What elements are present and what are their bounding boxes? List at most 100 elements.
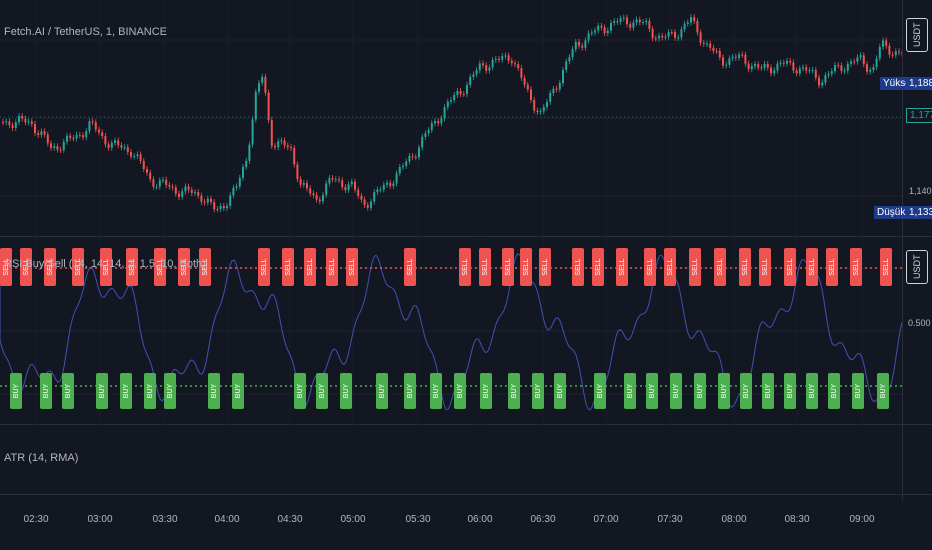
buy-signal[interactable]: BUY (694, 373, 706, 409)
buy-signal[interactable]: BUY (532, 373, 544, 409)
sell-signal[interactable]: SELL (592, 248, 604, 286)
atr-title[interactable]: ATR (14, RMA) (4, 452, 79, 464)
buy-signal[interactable]: BUY (762, 373, 774, 409)
buy-signal[interactable]: BUY (10, 373, 22, 409)
sell-signal[interactable]: SELL (404, 248, 416, 286)
buy-signal[interactable]: BUY (232, 373, 244, 409)
svg-text:BUY: BUY (483, 383, 490, 398)
high-value: 1,188 (906, 77, 932, 90)
rsi-indicator-chart[interactable]: SELL SELL SELL SELL SELL SELL SELL SELL SELL SELL… (0, 237, 902, 425)
sell-signal[interactable]: SELL (258, 248, 270, 286)
sell-signal[interactable]: SELL (826, 248, 838, 286)
buy-signal[interactable]: BUY (62, 373, 74, 409)
buy-signal[interactable]: BUY (454, 373, 466, 409)
svg-text:BUY: BUY (649, 383, 656, 398)
svg-text:BUY: BUY (167, 383, 174, 398)
buy-signal[interactable]: BUY (828, 373, 840, 409)
buy-signal[interactable]: BUY (480, 373, 492, 409)
buy-signal[interactable]: BUY (670, 373, 682, 409)
svg-text:BUY: BUY (407, 383, 414, 398)
sell-signal[interactable]: SELL (714, 248, 726, 286)
pane-separator-1[interactable] (0, 236, 932, 237)
sell-signal[interactable]: SELL (178, 248, 190, 286)
sell-signal[interactable]: SELL (326, 248, 338, 286)
sell-signal[interactable]: SELL (304, 248, 316, 286)
sell-signal[interactable]: SELL (44, 248, 56, 286)
sell-signal[interactable]: SELL (689, 248, 701, 286)
svg-text:SELL: SELL (349, 258, 356, 275)
sell-signal[interactable]: SELL (154, 248, 166, 286)
buy-signal[interactable]: BUY (164, 373, 176, 409)
svg-text:SELL: SELL (103, 258, 110, 275)
price-chart[interactable] (0, 0, 902, 236)
sell-signal[interactable]: SELL (346, 248, 358, 286)
sell-signal[interactable]: SELL (880, 248, 892, 286)
svg-text:BUY: BUY (511, 383, 518, 398)
indicator-title[interactable]: RSI Buy/Sell (14, 14, 14, 2, 1.5, 10, Bo… (4, 258, 206, 270)
indicator-tick-0500: 0.500 (908, 318, 931, 328)
buy-signal[interactable]: BUY (430, 373, 442, 409)
buy-signal[interactable]: BUY (806, 373, 818, 409)
currency-button[interactable]: USDT (906, 18, 928, 52)
buy-signal[interactable]: BUY (120, 373, 132, 409)
sell-signal[interactable]: SELL (282, 248, 294, 286)
sell-signal[interactable]: SELL (739, 248, 751, 286)
buy-signal[interactable]: BUY (718, 373, 730, 409)
buy-signal[interactable]: BUY (852, 373, 864, 409)
sell-signal[interactable]: SELL (199, 248, 211, 286)
svg-text:BUY: BUY (597, 383, 604, 398)
buy-signal[interactable]: BUY (376, 373, 388, 409)
sell-signal[interactable]: SELL (616, 248, 628, 286)
sell-signal[interactable]: SELL (850, 248, 862, 286)
svg-text:BUY: BUY (99, 383, 106, 398)
buy-signal[interactable]: BUY (96, 373, 108, 409)
sell-signal[interactable]: SELL (664, 248, 676, 286)
svg-text:BUY: BUY (43, 383, 50, 398)
sell-signal[interactable]: SELL (572, 248, 584, 286)
svg-text:BUY: BUY (855, 383, 862, 398)
svg-text:SELL: SELL (329, 258, 336, 275)
time-axis-label: 03:00 (87, 514, 113, 525)
buy-signal[interactable]: BUY (624, 373, 636, 409)
buy-signal[interactable]: BUY (144, 373, 156, 409)
buy-signal[interactable]: BUY (404, 373, 416, 409)
buy-signal[interactable]: BUY (294, 373, 306, 409)
time-axis[interactable]: 02:30 03:00 03:30 04:00 04:30 05:00 05:30 06:00… (0, 495, 902, 550)
svg-text:SELL: SELL (809, 258, 816, 275)
sell-signal[interactable]: SELL (126, 248, 138, 286)
pane-separator-3 (0, 494, 932, 495)
sell-signal[interactable]: SELL (806, 248, 818, 286)
buy-signal[interactable]: BUY (877, 373, 889, 409)
svg-text:BUY: BUY (831, 383, 838, 398)
sell-signal[interactable]: SELL (539, 248, 551, 286)
sell-signal[interactable]: SELL (644, 248, 656, 286)
svg-text:SELL: SELL (75, 258, 82, 275)
buy-signal[interactable]: BUY (508, 373, 520, 409)
sell-signal[interactable]: SELL (0, 248, 12, 286)
sell-signal[interactable]: SELL (20, 248, 32, 286)
sell-signal[interactable]: SELL (72, 248, 84, 286)
sell-signal[interactable]: SELL (520, 248, 532, 286)
buy-signal[interactable]: BUY (784, 373, 796, 409)
sell-signal[interactable]: SELL (459, 248, 471, 286)
indicator-currency-button[interactable]: USDT (906, 250, 928, 284)
sell-signal[interactable]: SELL (100, 248, 112, 286)
buy-signal[interactable]: BUY (40, 373, 52, 409)
pane-separator-2[interactable] (0, 424, 932, 425)
buy-signal[interactable]: BUY (208, 373, 220, 409)
symbol-title[interactable]: Fetch.AI / TetherUS, 1, BINANCE (4, 26, 168, 38)
sell-signal[interactable]: SELL (784, 248, 796, 286)
buy-signal[interactable]: BUY (646, 373, 658, 409)
buy-signal[interactable]: BUY (316, 373, 328, 409)
sell-signal[interactable]: SELL (759, 248, 771, 286)
low-value: 1,133 (906, 206, 932, 219)
price-scale-border (902, 0, 903, 500)
sell-signal[interactable]: SELL (502, 248, 514, 286)
buy-signal[interactable]: BUY (554, 373, 566, 409)
svg-text:SELL: SELL (762, 258, 769, 275)
buy-signal[interactable]: BUY (340, 373, 352, 409)
buy-signal[interactable]: BUY (594, 373, 606, 409)
buy-signal[interactable]: BUY (740, 373, 752, 409)
svg-text:SELL: SELL (575, 258, 582, 275)
sell-signal[interactable]: SELL (479, 248, 491, 286)
